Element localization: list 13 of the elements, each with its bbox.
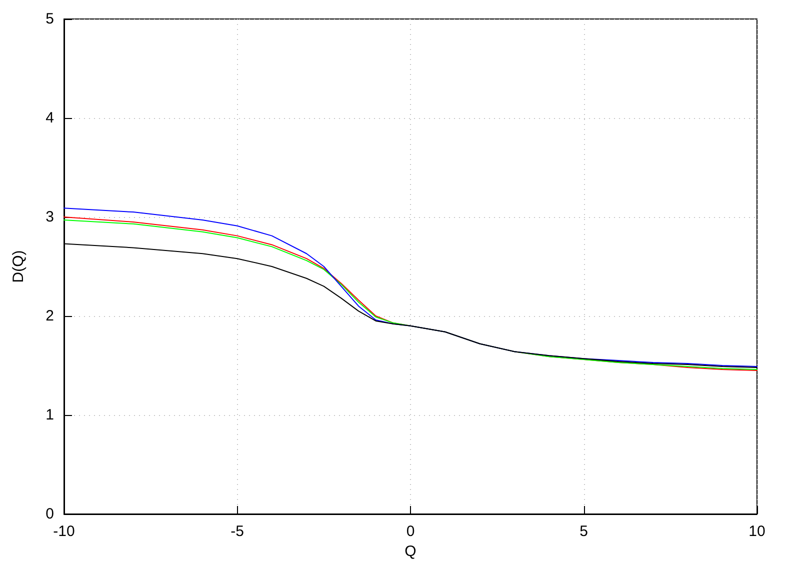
x-tick-label: -5 <box>230 523 244 540</box>
y-tick-label: 3 <box>46 208 54 226</box>
x-axis-title: Q <box>404 543 416 560</box>
x-tick-label: -10 <box>53 523 75 540</box>
y-axis-title: D(Q) <box>10 250 27 283</box>
y-tick-label: 2 <box>46 308 54 324</box>
y-tick-label: 5 <box>46 10 54 28</box>
y-tick-label: 4 <box>46 110 54 126</box>
x-tick-label: 0 <box>406 523 415 540</box>
y-tick-label: 0 <box>46 506 54 522</box>
y-tick-label: 1 <box>46 406 54 424</box>
x-tick-label: 5 <box>580 523 588 540</box>
x-tick-label: 10 <box>748 523 766 540</box>
